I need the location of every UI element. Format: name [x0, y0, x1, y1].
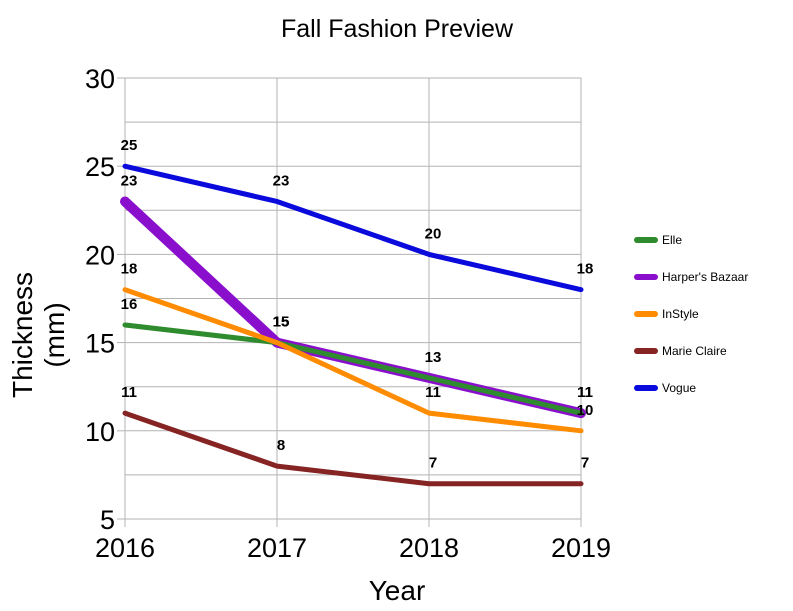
data-label: 25	[121, 137, 138, 154]
y-tick-label: 25	[85, 152, 115, 182]
data-label: 7	[429, 455, 437, 472]
x-axis-title: Year	[369, 575, 426, 606]
data-label: 15	[273, 314, 290, 331]
data-label: 10	[577, 402, 594, 419]
legend-label: InStyle	[662, 307, 699, 321]
data-label: 20	[425, 225, 442, 242]
data-label: 15	[273, 314, 290, 331]
data-label: 16	[121, 296, 138, 313]
y-tick-label: 20	[85, 240, 115, 270]
data-label: 7	[581, 455, 589, 472]
data-label: 13	[425, 349, 442, 366]
legend-label: Elle	[662, 233, 682, 247]
y-axis-title-line-2: (mm)	[39, 302, 70, 367]
x-tick-label: 2017	[247, 533, 307, 563]
series-lines	[120, 163, 586, 487]
x-tick-label: 2019	[551, 533, 611, 563]
legend-label: Vogue	[662, 381, 696, 395]
series-line-elle	[122, 322, 584, 416]
y-tick-label: 10	[85, 417, 115, 447]
data-label: 18	[121, 261, 138, 278]
data-label: 11	[577, 384, 593, 401]
legend: Elle Harper's Bazaar InStyle Marie Claire Vo…	[634, 233, 748, 395]
data-label: 23	[121, 172, 138, 189]
y-tick-label: 5	[100, 505, 115, 535]
chart-title: Fall Fashion Preview	[281, 15, 514, 43]
x-tick-label: 2016	[95, 533, 155, 563]
y-tick-label: 15	[85, 329, 115, 359]
series-line-instyle	[122, 287, 584, 434]
data-label: 15	[273, 314, 290, 331]
legend-label: Marie Claire	[662, 344, 727, 358]
y-tick-label: 30	[85, 64, 115, 94]
legend-label: Harper's Bazaar	[662, 270, 748, 284]
plot-area	[124, 77, 582, 520]
series-line-harper-s-bazaar	[120, 196, 586, 419]
data-label: 18	[577, 261, 594, 278]
data-label: 23	[273, 172, 290, 189]
gridlines	[124, 77, 582, 527]
x-tick-label: 2018	[399, 533, 459, 563]
y-axis-title: Thickness (mm)	[7, 272, 70, 398]
data-label: 11	[425, 384, 441, 401]
y-axis-title-line-1: Thickness	[7, 272, 38, 398]
series-line-marie-claire	[122, 410, 584, 487]
data-label: 11	[121, 384, 137, 401]
series-line-vogue	[122, 163, 584, 293]
data-label: 11	[577, 384, 593, 401]
data-label: 8	[277, 437, 285, 454]
